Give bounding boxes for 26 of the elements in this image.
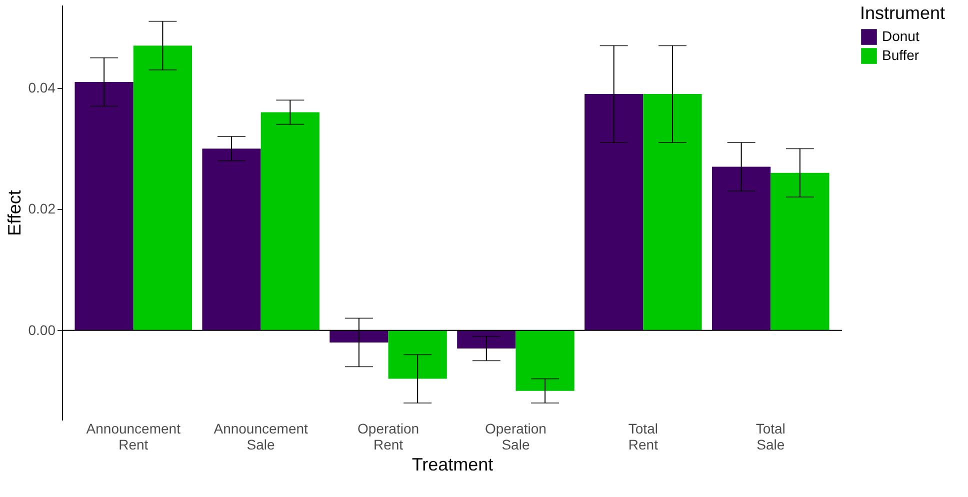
- bar: [202, 148, 261, 330]
- x-tick-label: Operation Sale: [484, 420, 546, 452]
- bar: [770, 172, 830, 330]
- bar: [643, 94, 702, 330]
- bar: [712, 166, 771, 330]
- bar: [133, 46, 192, 330]
- x-tick-label: Announcement Sale: [214, 420, 308, 452]
- bar: [260, 112, 320, 330]
- bar: [74, 82, 134, 330]
- y-tick-label: 0.02: [28, 200, 56, 217]
- bar: [516, 330, 574, 391]
- x-tick-label: Total Sale: [756, 420, 786, 452]
- x-tick-label: Total Rent: [628, 420, 658, 452]
- x-tick-label: Announcement Rent: [86, 420, 181, 452]
- bar: [584, 94, 644, 330]
- bar: [330, 330, 388, 342]
- legend-title: Instrument: [860, 3, 946, 23]
- bar: [388, 330, 447, 379]
- y-tick-label: 0.04: [28, 80, 56, 96]
- bar: [457, 330, 516, 349]
- legend-label: Donut: [882, 28, 920, 44]
- x-axis-title: Treatment: [412, 454, 494, 474]
- legend-label: Buffer: [882, 47, 920, 63]
- x-tick-label: Operation Rent: [358, 420, 420, 452]
- y-tick-label: 0.00: [28, 322, 56, 338]
- y-axis-title: Effect: [4, 190, 24, 236]
